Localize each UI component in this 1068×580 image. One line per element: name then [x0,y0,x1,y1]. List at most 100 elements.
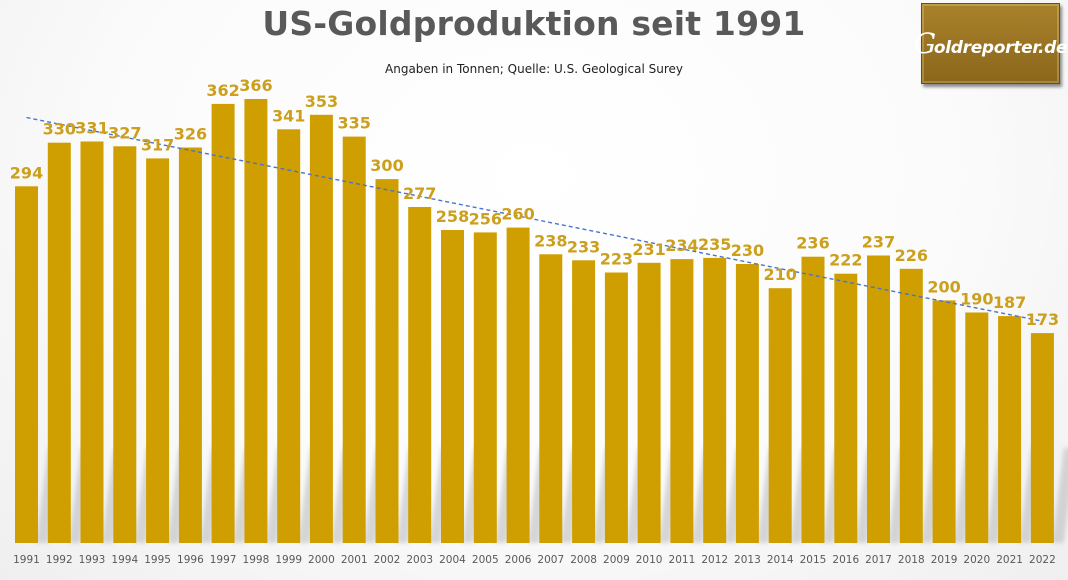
x-tick-2018: 2018 [898,554,925,566]
trendline-group [26,116,1043,322]
data-label-2002: 300 [370,156,403,175]
data-label-2010: 231 [632,240,665,259]
bar-1998 [244,99,268,543]
bar-1997 [211,103,235,544]
data-label-2012: 235 [698,235,731,254]
bar-2021 [998,316,1022,543]
data-label-1998: 366 [239,76,272,95]
x-tick-2007: 2007 [537,554,564,566]
bar-2016 [834,273,858,543]
data-label-1991: 294 [10,163,43,182]
data-label-2020: 190 [960,290,993,309]
data-label-2006: 260 [501,205,534,224]
bar-2012 [703,257,727,543]
logo-wordmark: oldreporter.de [933,38,1068,58]
data-label-2000: 353 [305,92,338,111]
bar-2011 [670,259,694,543]
x-tick-2002: 2002 [374,554,401,566]
x-tick-1991: 1991 [13,554,40,566]
bar-2018 [899,268,923,543]
data-label-1996: 326 [174,125,207,144]
x-tick-2004: 2004 [439,554,466,566]
x-tick-2001: 2001 [341,554,368,566]
bar-1994 [113,146,137,544]
bar-1992 [47,142,71,543]
x-tick-1992: 1992 [46,554,73,566]
data-label-2009: 223 [600,250,633,269]
bar-1996 [178,147,202,543]
x-tick-2009: 2009 [603,554,630,566]
chart-title: US-Goldproduktion seit 1991 [262,4,806,43]
x-tick-2011: 2011 [669,554,696,566]
data-label-2013: 230 [731,241,764,260]
data-label-1995: 317 [141,135,174,154]
logo-text: Goldreporter.de [913,27,1068,60]
bar-2013 [735,264,759,543]
bar-2008 [572,260,596,543]
bar-2004 [441,230,464,543]
bar-2015 [801,256,825,543]
data-label-2007: 238 [534,231,567,250]
x-tick-2003: 2003 [406,554,433,566]
bar-2006 [506,227,530,543]
x-tick-2006: 2006 [505,554,532,566]
bar-1991 [15,186,38,544]
goldreporter-logo: Goldreporter.de [914,3,1068,84]
x-axis-ticks: 1991 1992 1993 1994 1995 1996 1997 1998 1999 2000… [13,554,1056,566]
bar-2001 [342,136,366,543]
x-tick-1994: 1994 [111,554,138,566]
x-tick-2017: 2017 [865,554,892,566]
data-label-2005: 256 [469,209,502,228]
bar-2002 [375,179,399,543]
data-label-2018: 226 [895,246,928,265]
bar-2022 [1030,333,1054,543]
bar-2010 [637,262,661,543]
bar-2005 [473,232,497,543]
bar-1999 [277,129,301,544]
bar-2014 [768,288,792,543]
bar-1993 [80,141,104,543]
x-tick-2016: 2016 [832,554,859,566]
bar-2017 [867,255,890,543]
x-tick-1995: 1995 [144,554,171,566]
logo-initial: G [913,27,936,60]
x-tick-2020: 2020 [963,554,990,566]
x-tick-2000: 2000 [308,554,335,566]
x-tick-2015: 2015 [800,554,827,566]
data-label-2004: 258 [436,207,469,226]
x-tick-2022: 2022 [1029,554,1056,566]
bar-2000 [309,114,333,544]
data-label-1999: 341 [272,106,305,125]
x-tick-2019: 2019 [931,554,958,566]
x-tick-2021: 2021 [996,554,1023,566]
data-label-2001: 335 [337,114,370,133]
data-label-1997: 362 [206,81,239,100]
data-label-2016: 222 [829,251,862,270]
x-tick-1993: 1993 [79,554,106,566]
data-label-2008: 233 [567,237,600,256]
data-label-2015: 236 [796,234,829,253]
data-label-2011: 234 [665,236,698,255]
x-tick-1999: 1999 [275,554,302,566]
data-label-2019: 200 [927,277,960,296]
bar-2007 [539,254,563,544]
data-label-1992: 330 [43,120,76,139]
x-tick-1996: 1996 [177,554,204,566]
bar-1995 [146,158,170,543]
x-tick-2012: 2012 [701,554,728,566]
data-label-2022: 173 [1026,310,1059,329]
data-label-2014: 210 [763,265,796,284]
x-tick-2014: 2014 [767,554,794,566]
x-tick-2008: 2008 [570,554,597,566]
x-tick-2013: 2013 [734,554,761,566]
x-tick-1997: 1997 [210,554,237,566]
data-label-2003: 277 [403,184,436,203]
chart-subtitle: Angaben in Tonnen; Quelle: U.S. Geologic… [385,62,683,76]
bar-2009 [604,272,628,543]
bars-group [15,99,1054,544]
bar-shadow [1051,448,1068,543]
x-tick-1998: 1998 [243,554,270,566]
data-label-1993: 331 [75,119,108,138]
